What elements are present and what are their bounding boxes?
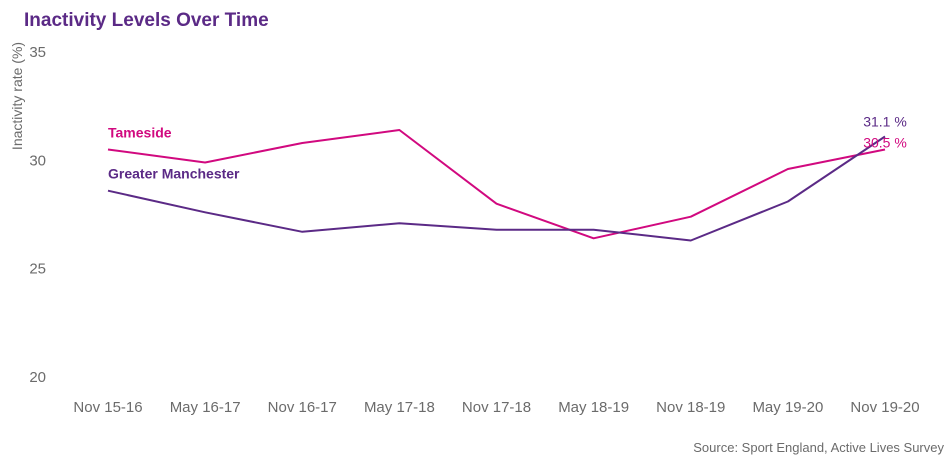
x-tick-label: Nov 18-19 (656, 399, 725, 416)
x-tick-label: May 18-19 (558, 399, 629, 416)
x-tick-label: May 16-17 (170, 399, 241, 416)
series-labels: Tameside 30.5 % Greater Manchester 31.1 % (108, 114, 907, 182)
x-tick-label: May 19-20 (752, 399, 823, 416)
series-line-tameside (107, 129, 886, 240)
series-end-value-label: 31.1 % (863, 114, 907, 130)
series-line-greater-manchester (107, 135, 886, 242)
source-caption: Source: Sport England, Active Lives Surv… (693, 440, 944, 455)
series-name-label: Greater Manchester (108, 166, 240, 182)
chart-title: Inactivity Levels Over Time (24, 10, 269, 31)
series-name-label: Tameside (108, 125, 172, 141)
x-tick-label: Nov 15-16 (73, 399, 142, 416)
x-tick-label: May 17-18 (364, 399, 435, 416)
series-lines (107, 129, 886, 242)
series-end-value-label: 30.5 % (863, 135, 907, 151)
y-axis-label: Inactivity rate (%) (9, 42, 25, 150)
y-tick-label: 30 (29, 152, 46, 169)
x-tick-label: Nov 17-18 (462, 399, 531, 416)
y-tick-label: 35 (29, 44, 46, 61)
y-tick-label: 25 (29, 261, 46, 278)
x-tick-label: Nov 19-20 (850, 399, 919, 416)
y-axis-ticks: 20 25 30 35 (29, 44, 46, 386)
x-axis-ticks: Nov 15-16 May 16-17 Nov 16-17 May 17-18 Nov … (73, 399, 919, 416)
y-tick-label: 20 (29, 369, 46, 386)
x-tick-label: Nov 16-17 (268, 399, 337, 416)
